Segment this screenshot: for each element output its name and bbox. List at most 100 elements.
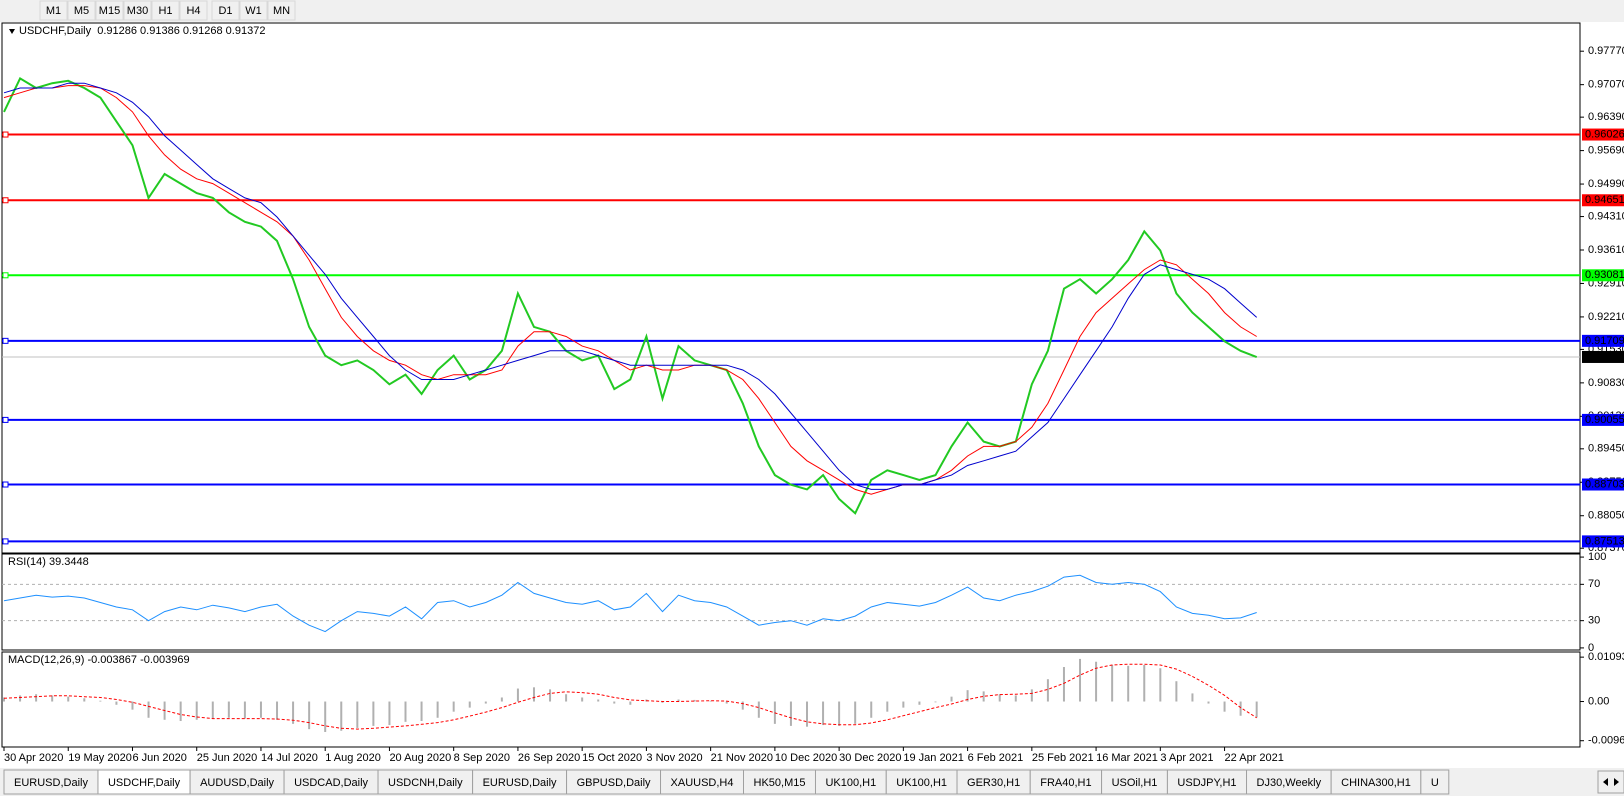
- y-tick-label: 0.88050: [1588, 510, 1624, 522]
- toolbar: [0, 0, 1624, 22]
- timeframe-label[interactable]: H1: [158, 5, 172, 17]
- tab[interactable]: [743, 769, 816, 795]
- tab-label[interactable]: USDCNH,Daily: [388, 777, 463, 789]
- tab[interactable]: [283, 769, 379, 795]
- y-tick-label: 0.00: [1588, 695, 1609, 707]
- timeframe-label[interactable]: M30: [127, 5, 148, 17]
- level-price-box: [1582, 128, 1624, 141]
- x-tick-label: 19 May 2020: [68, 752, 132, 764]
- y-tick-label: 0.97070: [1588, 79, 1624, 91]
- timeframe-button[interactable]: [267, 0, 296, 21]
- tab-label[interactable]: U: [1431, 777, 1439, 789]
- tab-label[interactable]: UK100,H1: [825, 777, 876, 789]
- tab-label[interactable]: GER30,H1: [967, 777, 1020, 789]
- chart-window: [0, 22, 1624, 768]
- level-price-box: [1582, 413, 1624, 426]
- x-tick-label: 6 Feb 2021: [968, 752, 1024, 764]
- tab-label[interactable]: HK50,M15: [754, 777, 806, 789]
- tab[interactable]: [660, 769, 744, 795]
- timeframe-label[interactable]: MN: [273, 5, 290, 17]
- tab[interactable]: [885, 769, 958, 795]
- timeframe-button[interactable]: [151, 0, 180, 21]
- tab[interactable]: [3, 769, 99, 795]
- timeframe-label[interactable]: M1: [46, 5, 61, 17]
- tab-label[interactable]: USDJPY,H1: [1177, 777, 1236, 789]
- pane-title: USDCHF,Daily 0.91286 0.91386 0.91268 0.9…: [19, 25, 265, 37]
- chart-menu-arrow[interactable]: [9, 29, 15, 34]
- timeframe-label[interactable]: M5: [74, 5, 89, 17]
- tab-label[interactable]: CHINA300,H1: [1341, 777, 1411, 789]
- level-price-box: [1582, 334, 1624, 347]
- y-tick-label: 0.94990: [1588, 178, 1624, 190]
- pane-frame: [1, 651, 1581, 748]
- level-handle[interactable]: [2, 131, 9, 138]
- tab[interactable]: [472, 769, 568, 795]
- timeframe-label[interactable]: W1: [245, 5, 262, 17]
- tab[interactable]: [814, 769, 887, 795]
- y-tick-label: 70: [1588, 578, 1600, 590]
- level-price-box: [1582, 350, 1624, 363]
- timeframe-label[interactable]: M15: [99, 5, 120, 17]
- y-tick-label: 100: [1588, 551, 1606, 563]
- x-tick-label: 19 Jan 2021: [903, 752, 964, 764]
- tab-label[interactable]: UK100,H1: [896, 777, 947, 789]
- x-tick-label: 26 Sep 2020: [518, 752, 580, 764]
- tab[interactable]: [1101, 769, 1168, 795]
- tab-label[interactable]: XAUUSD,H4: [671, 777, 734, 789]
- tab-label[interactable]: EURUSD,Daily: [483, 777, 557, 789]
- tab-label[interactable]: AUDUSD,Daily: [200, 777, 274, 789]
- tab[interactable]: [189, 769, 285, 795]
- timeframe-label[interactable]: H4: [186, 5, 200, 17]
- tab-label[interactable]: EURUSD,Daily: [14, 777, 88, 789]
- tab[interactable]: [566, 769, 662, 795]
- timeframe-button[interactable]: [95, 0, 124, 21]
- timeframe-button[interactable]: [211, 0, 240, 21]
- tab-label[interactable]: USDCHF,Daily: [108, 777, 181, 789]
- tab[interactable]: [1166, 769, 1248, 795]
- pane-title: RSI(14) 39.3448: [8, 556, 89, 568]
- tab-label[interactable]: FRA40,H1: [1040, 777, 1091, 789]
- tab-label[interactable]: GBPUSD,Daily: [577, 777, 651, 789]
- y-tick-label: 0.010933: [1588, 651, 1624, 663]
- timeframe-button[interactable]: [123, 0, 152, 21]
- tab[interactable]: [956, 769, 1031, 795]
- x-tick-label: 25 Jun 2020: [197, 752, 258, 764]
- y-tick-label: 0.92210: [1588, 311, 1624, 323]
- tab-label[interactable]: DJ30,Weekly: [1257, 777, 1322, 789]
- level-price-label: 0.96026: [1585, 128, 1624, 140]
- tab-scroll[interactable]: [1597, 770, 1624, 794]
- y-tick-label: 0.96390: [1588, 111, 1624, 123]
- timeframe-button[interactable]: [179, 0, 208, 21]
- tab-scroll-right[interactable]: [1614, 778, 1619, 786]
- tab[interactable]: [377, 769, 474, 795]
- timeframe-button[interactable]: [239, 0, 268, 21]
- y-tick-label: 0.93610: [1588, 244, 1624, 256]
- tab-scroll-left[interactable]: [1603, 778, 1608, 786]
- x-tick-label: 15 Oct 2020: [582, 752, 642, 764]
- tab-label[interactable]: USOil,H1: [1112, 777, 1158, 789]
- tab[interactable]: [1029, 769, 1103, 795]
- level-price-label: 0.94651: [1585, 194, 1624, 206]
- level-price-label: 0.87513: [1585, 535, 1624, 547]
- level-handle[interactable]: [2, 197, 9, 204]
- level-handle[interactable]: [2, 272, 9, 279]
- tab[interactable]: [1330, 769, 1422, 795]
- level-handle[interactable]: [2, 481, 9, 488]
- level-price-box: [1582, 269, 1624, 282]
- level-price-box: [1582, 535, 1624, 548]
- level-handle[interactable]: [2, 416, 9, 423]
- x-tick-label: 30 Dec 2020: [839, 752, 901, 764]
- y-tick-label: 0.94310: [1588, 210, 1624, 222]
- y-tick-label: 0.90830: [1588, 377, 1624, 389]
- x-tick-label: 10 Dec 2020: [775, 752, 837, 764]
- x-tick-label: 14 Jul 2020: [261, 752, 318, 764]
- tab[interactable]: [1420, 769, 1450, 795]
- timeframe-button[interactable]: [39, 0, 68, 21]
- tab-label[interactable]: USDCAD,Daily: [294, 777, 368, 789]
- level-handle[interactable]: [2, 337, 9, 344]
- level-price-label: 0.93081: [1585, 269, 1624, 281]
- level-price-box: [1582, 478, 1624, 491]
- timeframe-label[interactable]: D1: [218, 5, 232, 17]
- level-handle[interactable]: [2, 538, 9, 545]
- timeframe-button[interactable]: [67, 0, 96, 21]
